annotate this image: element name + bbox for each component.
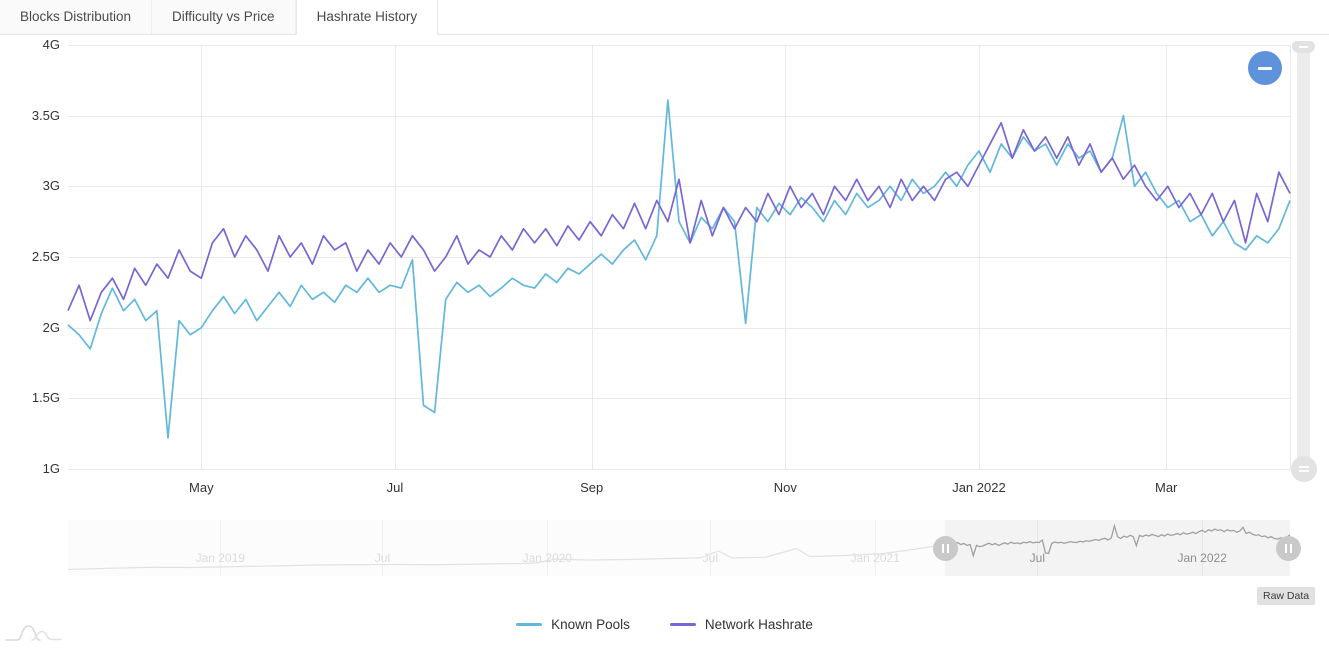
navigator-right-handle[interactable]: [1275, 536, 1301, 561]
x-gridline: [394, 45, 396, 470]
x-gridline: [785, 45, 787, 470]
grip-line-icon: [1299, 46, 1308, 48]
y-axis-tick-label: 2.5G: [31, 249, 60, 264]
navigator-tick-label: Jul: [374, 551, 391, 565]
chart-legend: Known Pools Network Hashrate: [0, 617, 1329, 632]
y-axis-tick-label: 4G: [42, 37, 60, 52]
x-gridline: [1166, 45, 1168, 470]
tab-bar: Blocks Distribution Difficulty vs Price …: [0, 0, 1329, 35]
x-axis-tick-label: Jan 2022: [952, 480, 1006, 495]
grip-line-icon: [1299, 470, 1309, 472]
grip-bar-icon: [941, 544, 944, 553]
amcharts-logo-icon[interactable]: [5, 620, 63, 646]
raw-data-button[interactable]: Raw Data: [1257, 587, 1316, 605]
network-hashrate-line-swatch-icon: [669, 623, 696, 626]
navigator-gridline: [875, 520, 877, 576]
y-axis-tick-label: 3.5G: [31, 107, 60, 123]
plot-right-edge-gridline: [1290, 45, 1291, 470]
legend-label: Known Pools: [551, 617, 630, 632]
navigator-tick-label: Jul: [702, 551, 719, 565]
legend-item-network-hashrate[interactable]: Network Hashrate: [669, 617, 813, 632]
navigator-selection[interactable]: [945, 520, 1290, 576]
navigator-tick-label: Jul: [1029, 551, 1046, 565]
grip-bar-icon: [946, 544, 949, 553]
minus-icon: [1258, 67, 1272, 70]
value-axis-scrollbar-top-grip[interactable]: [1292, 41, 1315, 53]
series-line-network-hashrate: [67, 121, 1291, 322]
series-line-known-pools: [67, 99, 1291, 439]
navigator-left-handle[interactable]: [932, 536, 958, 561]
navigator-tick-label: Jan 2022: [1177, 551, 1227, 565]
legend-label: Network Hashrate: [704, 617, 813, 632]
tab-difficulty-vs-price[interactable]: Difficulty vs Price: [152, 0, 296, 34]
y-gridline: [68, 186, 1290, 188]
y-gridline: [68, 469, 1290, 470]
navigator-gridline: [1202, 520, 1204, 576]
value-axis-scrollbar-bottom-grip[interactable]: [1291, 456, 1317, 482]
y-gridline: [68, 257, 1290, 258]
navigator-tick-label: Jan 2019: [195, 551, 245, 565]
tab-hashrate-history[interactable]: Hashrate History: [295, 0, 439, 35]
zoom-out-button[interactable]: [1248, 51, 1282, 85]
known-pools-line-swatch-icon: [516, 623, 543, 626]
y-gridline: [68, 398, 1290, 400]
y-axis-tick-label: 1.5G: [31, 390, 60, 406]
navigator-gridline: [220, 520, 222, 576]
navigator-gridline: [382, 520, 384, 576]
x-axis-tick-label: Jul: [386, 480, 404, 495]
tab-blocks-distribution[interactable]: Blocks Distribution: [0, 0, 153, 34]
x-gridline: [591, 45, 593, 470]
y-axis-tick-label: 3G: [42, 178, 60, 194]
value-axis-scrollbar[interactable]: [1297, 44, 1310, 476]
navigator-gridline: [710, 520, 712, 576]
grip-line-icon: [1299, 466, 1309, 468]
y-gridline: [68, 45, 1290, 46]
x-axis-tick-label: Mar: [1155, 480, 1178, 495]
x-axis-tick-label: Sep: [580, 480, 604, 495]
legend-item-known-pools[interactable]: Known Pools: [516, 617, 630, 632]
x-gridline: [978, 45, 980, 470]
navigator-gridline: [547, 520, 549, 576]
y-axis-tick-label: 2G: [42, 319, 60, 335]
y-gridline: [68, 327, 1290, 329]
navigator-gridline: [1037, 520, 1039, 576]
y-axis-tick-label: 1G: [42, 461, 60, 476]
x-axis-tick-label: May: [189, 480, 214, 495]
navigator-tick-label: Jan 2020: [522, 551, 572, 565]
grip-bar-icon: [1289, 544, 1292, 553]
x-gridline: [201, 45, 203, 470]
y-gridline: [68, 115, 1290, 117]
grip-bar-icon: [1284, 544, 1287, 553]
navigator-tick-label: Jan 2021: [850, 551, 900, 565]
x-axis-tick-label: Nov: [773, 480, 797, 495]
